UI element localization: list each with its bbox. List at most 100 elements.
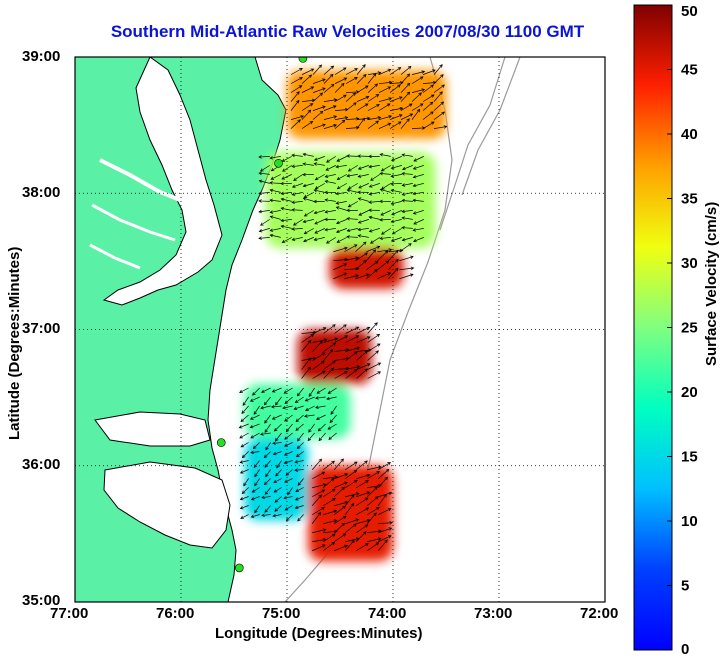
- current-vector: [250, 396, 260, 402]
- vector-arrowhead: [355, 518, 360, 522]
- vector-arrowhead: [368, 164, 373, 169]
- current-vector: [284, 505, 293, 511]
- vector-arrowhead: [280, 218, 284, 223]
- vector-arrowhead: [391, 231, 396, 235]
- current-vector: [325, 199, 336, 202]
- rappahannock-river: [91, 203, 176, 242]
- vector-arrowhead: [239, 497, 244, 501]
- current-vector: [264, 423, 271, 433]
- colorbar-tick-label: 20: [681, 384, 698, 401]
- vector-arrowhead: [439, 91, 443, 95]
- vector-arrowhead: [335, 201, 340, 205]
- vector-arrowhead: [280, 191, 284, 196]
- current-vector: [389, 82, 403, 84]
- current-vector: [334, 368, 350, 370]
- vector-arrowhead: [269, 156, 274, 160]
- current-vector: [389, 114, 403, 120]
- vector-arrowhead: [250, 497, 255, 501]
- vector-arrowhead: [317, 511, 322, 516]
- vector-arrowhead: [410, 255, 414, 259]
- vector-arrowhead: [287, 491, 291, 496]
- current-vector: [413, 156, 424, 162]
- current-vector: [391, 189, 402, 193]
- current-vector: [345, 91, 359, 93]
- current-vector: [312, 483, 326, 489]
- current-vector: [367, 542, 379, 552]
- vector-arrowhead: [363, 531, 367, 535]
- vector-arrowhead: [362, 64, 366, 68]
- current-vector: [305, 405, 315, 411]
- current-vector: [303, 237, 314, 242]
- current-vector: [312, 507, 325, 516]
- current-vector: [346, 236, 358, 238]
- current-vector: [358, 235, 369, 238]
- vector-arrowhead: [413, 238, 417, 243]
- current-vector: [333, 458, 344, 470]
- current-vector: [378, 81, 392, 84]
- vector-arrowhead: [376, 343, 381, 347]
- current-vector: [377, 249, 392, 253]
- current-vector: [377, 494, 387, 506]
- current-vector: [389, 96, 403, 102]
- vector-arrowhead: [353, 102, 357, 106]
- current-vector: [334, 109, 348, 111]
- current-vector: [312, 370, 326, 379]
- current-vector: [345, 77, 358, 84]
- current-vector: [307, 432, 315, 441]
- vector-arrowhead: [375, 120, 379, 124]
- current-vector: [433, 126, 447, 129]
- current-vector: [270, 210, 281, 213]
- vector-arrowhead: [385, 468, 390, 473]
- vector-arrowhead: [355, 492, 360, 496]
- current-vector: [312, 360, 325, 370]
- current-vector: [366, 486, 378, 498]
- vector-arrowhead: [254, 509, 258, 514]
- vector-arrowhead: [297, 392, 301, 397]
- vector-arrowhead: [240, 444, 245, 448]
- current-vector: [377, 260, 389, 271]
- current-vector: [358, 174, 369, 178]
- current-vector: [390, 183, 402, 185]
- current-vector: [389, 107, 403, 111]
- current-vector: [274, 505, 282, 512]
- vector-arrowhead: [258, 229, 263, 233]
- current-vector: [323, 124, 337, 129]
- vector-arrowhead: [401, 225, 405, 230]
- vector-arrowhead: [313, 162, 318, 166]
- vector-arrowhead: [335, 206, 340, 210]
- current-vector: [334, 545, 348, 552]
- vector-arrowhead: [318, 437, 323, 442]
- vector-arrowhead: [272, 451, 277, 456]
- vector-arrowhead: [271, 416, 276, 420]
- vector-arrowhead: [291, 192, 296, 196]
- current-vector: [270, 234, 281, 238]
- vector-arrowhead: [318, 64, 322, 69]
- current-vector: [281, 225, 292, 229]
- current-vector: [333, 522, 345, 534]
- current-vector: [367, 466, 382, 471]
- current-vector: [254, 478, 260, 486]
- current-vector: [297, 514, 304, 522]
- vector-arrowhead: [291, 200, 295, 204]
- vector-arrowhead: [329, 419, 334, 424]
- york-river: [89, 243, 141, 270]
- vector-arrowhead: [322, 327, 327, 331]
- current-vector: [369, 216, 380, 220]
- vector-arrowhead: [269, 198, 273, 203]
- current-vector: [366, 496, 379, 507]
- vector-arrowhead: [379, 218, 383, 222]
- vector-arrowhead: [343, 77, 348, 81]
- vector-arrowhead: [265, 473, 269, 478]
- lat-tick-label: 37:00: [22, 320, 61, 337]
- current-vector: [422, 94, 435, 102]
- current-vector: [389, 67, 401, 75]
- vector-arrowhead: [319, 340, 323, 344]
- current-vector: [379, 173, 391, 175]
- current-vector: [356, 368, 368, 379]
- vector-arrowhead: [322, 370, 326, 374]
- current-vector: [358, 219, 369, 224]
- vector-arrowhead: [270, 404, 275, 409]
- vector-arrowhead: [300, 115, 305, 119]
- vector-arrowhead: [323, 338, 328, 342]
- velocity-region: [308, 465, 393, 562]
